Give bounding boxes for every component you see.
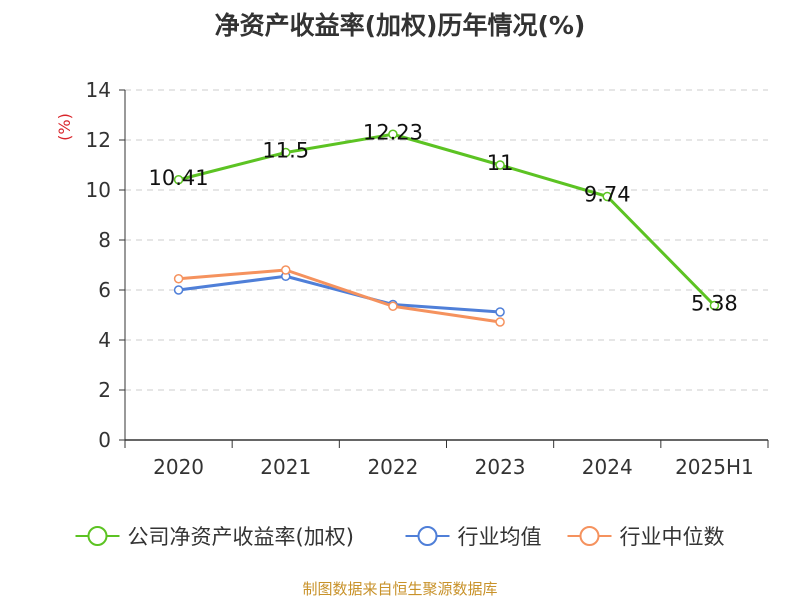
data-point	[709, 300, 720, 311]
data-label: 11	[487, 151, 514, 175]
data-point	[173, 285, 184, 295]
y-tick-label: 14	[86, 78, 111, 102]
y-tick-label: 2	[98, 378, 111, 402]
series-line	[178, 132, 716, 307]
series-1	[173, 271, 505, 317]
data-labels: 10.41 11.5 12.23 11 9.74 5.38	[149, 120, 738, 315]
legend-label: 公司净资产收益率(加权)	[128, 525, 354, 549]
data-label: 10.41	[149, 166, 209, 190]
y-tick-label: 6	[98, 278, 111, 302]
legend-label: 行业均值	[458, 525, 542, 549]
y-tick-label: 10	[86, 178, 111, 202]
data-point	[173, 274, 184, 284]
series-line	[178, 274, 501, 314]
data-point	[495, 317, 505, 327]
legend-item-1: 行业均值	[405, 525, 542, 549]
data-label: 12.23	[363, 120, 423, 144]
data-label: 5.38	[691, 292, 738, 316]
source-note: 制图数据来自恒生聚源数据库	[302, 580, 498, 598]
axes: 0 2 4 6 8 10 12 14 (%) 2020 2021 2022 2023 2024 2025H1	[55, 78, 769, 479]
legend-item-2: 行业中位数	[567, 525, 725, 549]
x-tick-label: 2021	[260, 455, 311, 479]
x-tick-label: 2023	[475, 455, 526, 479]
series-0	[173, 129, 720, 311]
legend-marker	[87, 526, 108, 546]
data-label: 9.74	[584, 183, 631, 207]
chart-title: 净资产收益率(加权)历年情况(%)	[214, 11, 586, 40]
x-tick-label: 2024	[582, 455, 633, 479]
legend-label: 行业中位数	[620, 525, 725, 549]
data-point	[173, 175, 184, 185]
data-point	[388, 129, 398, 139]
legend: 公司净资产收益率(加权) 行业均值 行业中位数	[75, 525, 725, 549]
data-label: 11.5	[262, 139, 309, 163]
y-tick-label: 12	[86, 128, 111, 152]
data-point	[602, 191, 612, 202]
y-tick-label: 0	[98, 428, 111, 452]
y-tick-label: 4	[98, 328, 111, 352]
x-tick-label: 2022	[367, 455, 418, 479]
legend-item-0: 公司净资产收益率(加权)	[75, 525, 354, 549]
data-point	[495, 160, 505, 170]
series-line	[178, 268, 501, 324]
x-tick-label: 2020	[153, 455, 204, 479]
x-tick-label: 2025H1	[675, 455, 754, 479]
legend-marker	[579, 526, 600, 546]
series-lines	[173, 129, 720, 327]
data-point	[281, 147, 291, 158]
grid-lines	[125, 89, 768, 391]
series-2	[173, 265, 505, 327]
data-point	[388, 301, 398, 311]
data-point	[495, 307, 505, 317]
y-tick-label: 8	[98, 228, 111, 252]
y-axis-label: (%)	[55, 113, 74, 141]
data-point	[281, 265, 291, 275]
legend-marker	[417, 526, 438, 546]
